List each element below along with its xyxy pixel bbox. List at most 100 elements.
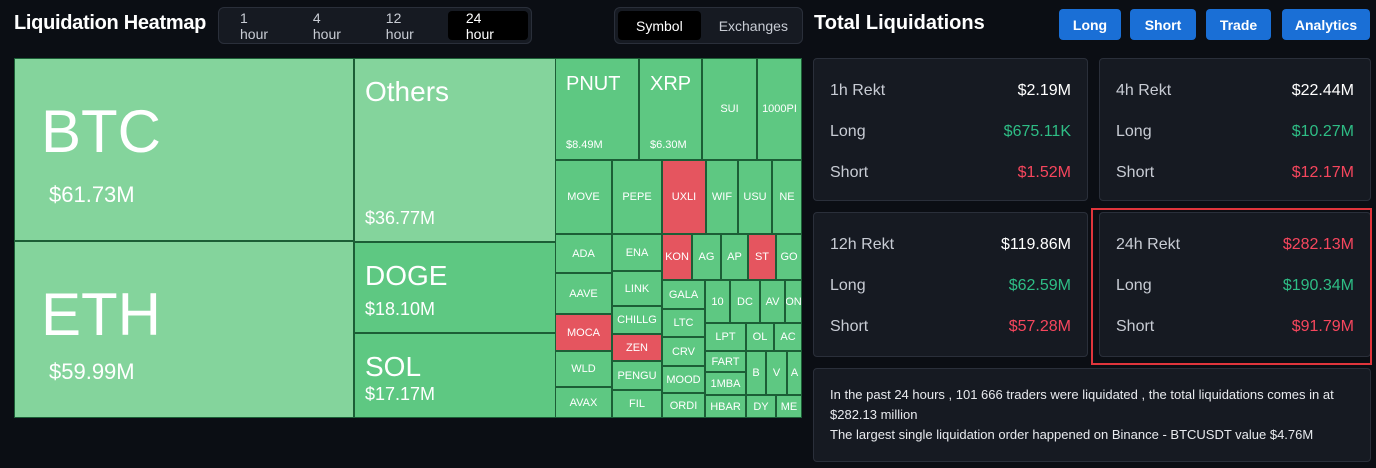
stat-label: 12h Rekt [830,236,895,253]
stat-row: Short $1.52M [830,164,1071,182]
stat-card: 1h Rekt $2.19M Long $675.11K Short $1.52M [813,58,1088,201]
tile: AG [692,234,721,280]
tile-label: ETH [41,281,161,348]
tile-label: XRP [650,73,692,95]
tile-value: $36.77M [365,208,436,228]
tile: DY [746,395,776,418]
stat-label: Short [830,164,869,181]
tile: HBAR [705,395,746,418]
tile-value: $8.49M [566,139,603,151]
tile: V [766,351,787,395]
tile: Others $36.77M [354,58,556,242]
time-tabs: 1 hour 4 hour 12 hour 24 hour [218,7,532,44]
stat-label: 1h Rekt [830,82,886,99]
stat-value: $10.27M [1291,123,1354,140]
tile: PNUT $8.49M [555,58,639,160]
tile: MOCA [555,314,612,351]
tile: ADA [555,234,612,273]
tile: AP [721,234,748,280]
tile: OL [746,323,774,351]
tab[interactable]: 1 hour [240,9,269,42]
tile-label: Others [365,76,450,107]
tile-value: $18.10M [365,299,436,319]
tile: CRV [662,337,705,366]
tile: ETH $59.99M [14,241,354,418]
stat-card: 12h Rekt $119.86M Long $62.59M Short $57.28M [813,212,1088,357]
tab[interactable]: 4 hour [312,9,341,42]
stat-row: Long $190.34M [1116,277,1354,295]
stat-row: Short $12.17M [1116,164,1354,182]
tile: FIL [612,390,662,418]
tile: A [787,351,802,395]
stat-label: Short [830,318,869,335]
panel-title: Total Liquidations [814,12,985,34]
stat-value: $57.28M [1008,318,1071,335]
tile: LPT [705,323,746,351]
tab[interactable]: Exchanges [718,17,788,34]
button[interactable]: Analytics [1282,9,1370,40]
stat-row: Long $62.59M [830,277,1071,295]
tile: LINK [612,271,662,306]
tile-value: $6.30M [650,139,687,151]
tile: DOGE $18.10M [354,242,556,333]
tile: MOOD [662,366,705,393]
stat-row: Short $57.28M [830,318,1071,336]
tile: GALA [662,280,705,309]
stat-label: Long [830,277,866,294]
tile: NE [772,160,802,234]
tile: 1MBA [705,372,746,395]
stat-row: Short $91.79M [1116,318,1354,336]
tile: KON [662,234,692,280]
stat-row: Long $10.27M [1116,123,1354,141]
tile: WIF [706,160,738,234]
tile: MOVE [555,160,612,234]
tile: 1000PI [757,58,802,160]
stat-value: $675.11K [1003,123,1071,140]
tile-value: $17.17M [365,384,436,404]
tile: PENGU [612,361,662,390]
tile: 10 [705,280,730,323]
highlight-box [1091,208,1372,365]
tile: DC [730,280,760,323]
stat-value: $22.44M [1291,82,1354,99]
summary: In the past 24 hours , 101 666 traders w… [813,368,1371,462]
summary-line: In the past 24 hours , 101 666 traders w… [830,387,1334,422]
stat-label: Long [1116,277,1152,294]
stat-value: $62.59M [1008,277,1071,294]
stat-label: 4h Rekt [1116,82,1172,99]
stat-row: 1h Rekt $2.19M [830,82,1071,100]
view-tabs: Symbol Exchanges [614,7,803,44]
stat-row: 24h Rekt $282.13M [1116,236,1354,254]
tab[interactable]: 12 hour [385,9,414,42]
tile: ME [776,395,802,418]
tile-value: $59.99M [49,359,135,384]
stat-value: $282.13M [1282,236,1354,253]
tile-label: BTC [41,98,161,165]
stat-label: 24h Rekt [1116,236,1181,253]
stat-label: Long [830,123,866,140]
tile: ENA [612,234,662,271]
tile: WLD [555,351,612,387]
tile: UXLI [662,160,706,234]
button[interactable]: Short [1130,9,1196,40]
tile: AVAX [555,387,612,418]
stat-row: 12h Rekt $119.86M [830,236,1071,254]
tab[interactable]: Symbol [618,11,701,40]
tile: PEPE [612,160,662,234]
tile: AAVE [555,273,612,314]
stat-label: Short [1116,164,1155,181]
button[interactable]: Long [1059,9,1121,40]
stat-value: $1.52M [1017,164,1071,181]
tab[interactable]: 24 hour [447,10,528,42]
stat-card: 4h Rekt $22.44M Long $10.27M Short $12.17M [1099,58,1371,201]
tile: AC [774,323,802,351]
tile: ZEN [612,334,662,361]
button[interactable]: Trade [1206,9,1271,40]
stat-value: $190.34M [1282,277,1354,294]
tile-label: PNUT [566,73,621,95]
stat-row: Long $675.11K [830,123,1071,141]
tile-value: $61.73M [49,182,135,207]
tile: SOL $17.17M [354,333,556,418]
tile: ST [748,234,776,280]
